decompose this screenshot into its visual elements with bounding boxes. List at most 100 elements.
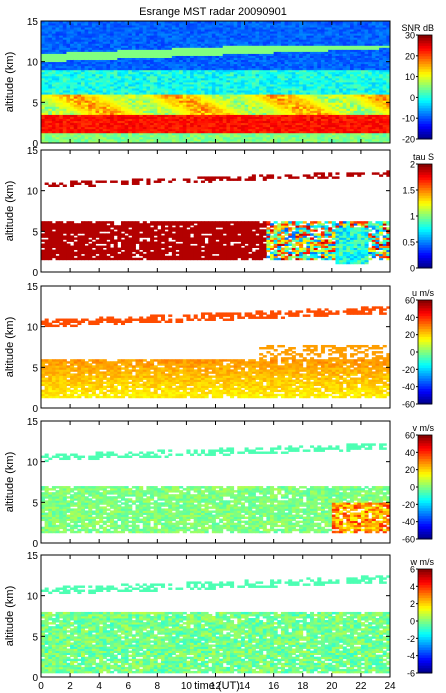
heatmap-cell: [48, 108, 53, 111]
heatmap-cell: [80, 35, 86, 38]
heatmap-cell: [51, 63, 56, 67]
heatmap-cell: [55, 67, 60, 71]
heatmap-cell: [110, 51, 115, 54]
heatmap-cell: [77, 138, 82, 142]
heatmap-cell: [55, 53, 60, 56]
heatmap-cell: [88, 63, 93, 67]
heatmap-cell: [124, 110, 129, 113]
heatmap-cell: [44, 69, 49, 73]
heatmap-cell: [73, 33, 78, 36]
heatmap-cell: [88, 53, 93, 56]
heatmap-cell: [88, 108, 93, 111]
heatmap-cell: [77, 37, 82, 40]
heatmap-cell: [99, 104, 104, 107]
heatmap-cell: [117, 77, 122, 81]
heatmap-cell: [106, 27, 111, 30]
heatmap-cell: [66, 29, 71, 32]
heatmap-cell: [59, 116, 64, 119]
heatmap-cell: [73, 61, 78, 65]
heatmap-cell: [117, 106, 122, 109]
heatmap-cell: [55, 100, 60, 103]
heatmap-cell: [95, 69, 100, 73]
heatmap-cell: [113, 71, 118, 75]
heatmap-cell: [62, 88, 67, 91]
heatmap-cell: [73, 37, 78, 40]
heatmap-cell: [80, 59, 86, 63]
heatmap-cell: [59, 140, 64, 144]
heatmap-cell: [99, 21, 104, 24]
heatmap-cell: [106, 43, 111, 46]
heatmap-cell: [48, 71, 53, 75]
heatmap-cell: [73, 140, 78, 144]
heatmap-cell: [59, 47, 64, 50]
heatmap-cell: [48, 77, 53, 81]
heatmap-cell: [110, 77, 115, 81]
heatmap-cell: [55, 122, 60, 126]
heatmap-cell: [51, 43, 56, 46]
heatmap-cell: [106, 71, 111, 75]
heatmap-cell: [66, 33, 71, 36]
heatmap-cell: [66, 106, 71, 109]
heatmap-cell: [106, 88, 111, 91]
heatmap-cell: [113, 75, 118, 79]
heatmap-cell: [106, 96, 111, 99]
heatmap-cell: [95, 128, 100, 132]
heatmap-cell: [66, 134, 71, 138]
heatmap-cell: [44, 122, 49, 126]
heatmap-cell: [77, 57, 82, 61]
heatmap-cell: [95, 49, 100, 52]
heatmap-cell: [70, 124, 75, 128]
heatmap-cell: [41, 92, 46, 95]
heatmap-cell: [88, 21, 93, 24]
heatmap-cell: [51, 92, 56, 95]
heatmap-cell: [88, 65, 93, 69]
heatmap-cell: [91, 75, 96, 79]
heatmap-cell: [110, 82, 115, 85]
heatmap-cell: [99, 86, 104, 89]
heatmap-cell: [88, 25, 93, 28]
heatmap-cell: [48, 75, 53, 79]
heatmap-cell: [44, 140, 49, 144]
heatmap-cell: [99, 65, 104, 69]
heatmap-cell: [84, 61, 89, 65]
heatmap-cell: [55, 71, 60, 75]
heatmap-cell: [124, 92, 129, 95]
heatmap-cell: [48, 100, 53, 103]
heatmap-cell: [124, 120, 129, 124]
heatmap-cell: [99, 57, 104, 61]
heatmap-cell: [55, 65, 60, 69]
heatmap-cell: [99, 128, 104, 132]
heatmap-cell: [110, 75, 115, 79]
heatmap-cell: [95, 35, 100, 38]
heatmap-cell: [48, 86, 53, 89]
heatmap-cell: [62, 120, 67, 124]
heatmap-cell: [88, 75, 93, 79]
heatmap-cell: [44, 39, 49, 42]
heatmap-cell: [66, 140, 71, 144]
heatmap-cell: [44, 67, 49, 71]
heatmap-cell: [59, 88, 64, 91]
heatmap-cell: [59, 90, 64, 93]
heatmap-cell: [110, 126, 115, 130]
heatmap-cell: [84, 67, 89, 71]
heatmap-cell: [44, 88, 49, 91]
heatmap-cell: [120, 110, 126, 113]
heatmap-cell: [113, 90, 118, 93]
heatmap-cell: [62, 106, 67, 109]
heatmap-cell: [113, 86, 118, 89]
heatmap-cell: [70, 55, 75, 58]
heatmap-cell: [88, 35, 93, 38]
heatmap-cell: [73, 124, 78, 128]
heatmap-cell: [117, 23, 122, 26]
heatmap-cell: [102, 130, 107, 134]
heatmap-cell: [91, 110, 96, 113]
heatmap-cell: [59, 94, 64, 97]
heatmap-cell: [70, 104, 75, 107]
heatmap-cell: [124, 82, 129, 85]
heatmap-cell: [62, 116, 67, 119]
heatmap-cell: [106, 122, 111, 126]
heatmap-cell: [124, 59, 129, 63]
heatmap-cell: [41, 132, 46, 136]
heatmap-cell: [66, 31, 71, 34]
heatmap-cell: [51, 130, 56, 134]
